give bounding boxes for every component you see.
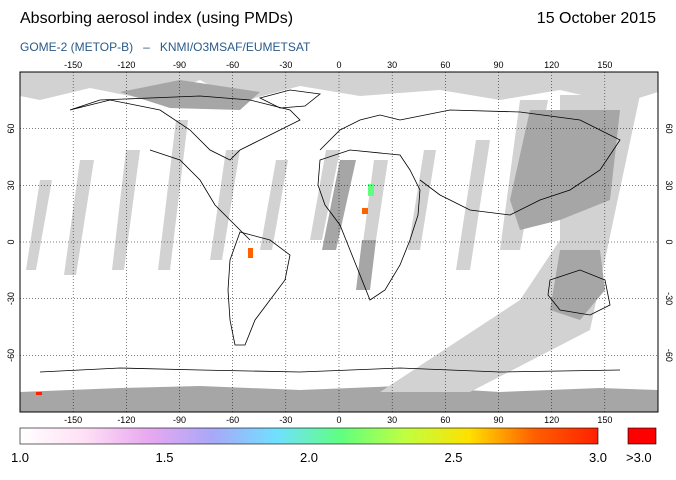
map-layers [20, 72, 658, 412]
top-lon-ticks: -150 -120 -90 -60 -30 0 30 60 90 120 150 [64, 60, 612, 70]
left-lat-ticks: 60 30 0 -30 -60 [6, 124, 16, 362]
lat-tick-label-left: -60 [6, 349, 16, 362]
lat-tick-label-right: -60 [664, 349, 674, 362]
aerosol-plume-antarctic [36, 392, 42, 395]
colorbar-tick-label: 2.5 [444, 450, 463, 465]
lon-tick-label-top: -150 [64, 60, 82, 70]
lon-tick-label-bottom: -60 [226, 415, 239, 425]
lat-tick-label-right: -30 [664, 292, 674, 305]
lon-tick-label-bottom: 60 [440, 415, 450, 425]
bottom-lon-ticks: -150 -120 -90 -60 -30 0 30 60 90 120 150 [64, 415, 612, 425]
coastlines [39, 89, 621, 373]
lon-tick-label-bottom: -90 [173, 415, 186, 425]
lon-tick-label-top: -90 [173, 60, 186, 70]
map-frame [19, 71, 659, 413]
graticule [20, 72, 658, 412]
colorbar-overflow-swatch [627, 427, 657, 445]
lat-tick-label-right: 60 [664, 124, 674, 134]
colorbar-tick-label: 3.0 [588, 450, 608, 465]
lon-tick-label-bottom: 90 [493, 415, 503, 425]
lon-tick-label-bottom: 0 [336, 415, 341, 425]
lon-tick-label-bottom: -120 [117, 415, 135, 425]
colorbar-tick-label: 2.0 [299, 450, 319, 465]
lon-tick-label-top: -60 [226, 60, 239, 70]
lat-tick-label-left: 30 [6, 180, 16, 190]
lat-tick-label-right: 30 [664, 180, 674, 190]
lon-tick-label-top: 120 [544, 60, 559, 70]
lon-tick-label-bottom: 30 [387, 415, 397, 425]
subtitle-separator: – [143, 40, 150, 54]
lon-tick-label-top: 150 [597, 60, 612, 70]
greenland-coast [258, 89, 321, 109]
europe-coast [319, 114, 401, 151]
lon-tick-label-top: -120 [117, 60, 135, 70]
colorbar-overflow-label: >3.0 [626, 450, 652, 465]
aerosol-plume-sahara [368, 184, 374, 196]
source-label: KNMI/O3MSAF/EUMETSAT [159, 40, 311, 54]
lon-tick-label-bottom: -30 [279, 415, 292, 425]
lon-tick-label-top: 30 [387, 60, 397, 70]
lon-tick-label-top: 0 [336, 60, 341, 70]
colorbar-tick-label: 1.0 [10, 450, 30, 465]
lon-tick-label-top: 90 [493, 60, 503, 70]
north-america-coast [69, 95, 301, 161]
asia-coast [399, 109, 621, 216]
lon-tick-label-top: 60 [440, 60, 450, 70]
lon-tick-label-bottom: 150 [597, 415, 612, 425]
map-title: Absorbing aerosol index (using PMDs) [20, 10, 294, 27]
right-lat-ticks: 60 30 0 -30 -60 [664, 124, 674, 362]
lon-tick-label-bottom: 120 [544, 415, 559, 425]
map-date: 15 October 2015 [536, 10, 656, 27]
lat-tick-label-left: 60 [6, 124, 16, 134]
lon-tick-label-bottom: -150 [64, 415, 82, 425]
south-america-coast [227, 231, 291, 346]
aerosol-plume-amazon [248, 248, 253, 258]
lat-tick-label-left: 0 [6, 239, 16, 244]
lat-tick-label-left: -30 [6, 292, 16, 305]
lat-tick-label-right: 0 [664, 239, 674, 244]
colorbar [19, 427, 599, 445]
aerosol-plume-westafrica [362, 208, 368, 214]
colorbar-tick-label: 1.5 [155, 450, 174, 465]
australia-coast [547, 269, 611, 316]
central-america-coast [149, 149, 251, 241]
map-subtitle: GOME-2 (METOP-B) – KNMI/O3MSAF/EUMETSAT [20, 40, 310, 54]
africa-coast [317, 149, 421, 301]
aerosol-hotspots [36, 184, 374, 395]
antarctica-coast [39, 367, 621, 373]
instrument-label: GOME-2 (METOP-B) [20, 40, 134, 54]
lon-tick-label-top: -30 [279, 60, 292, 70]
